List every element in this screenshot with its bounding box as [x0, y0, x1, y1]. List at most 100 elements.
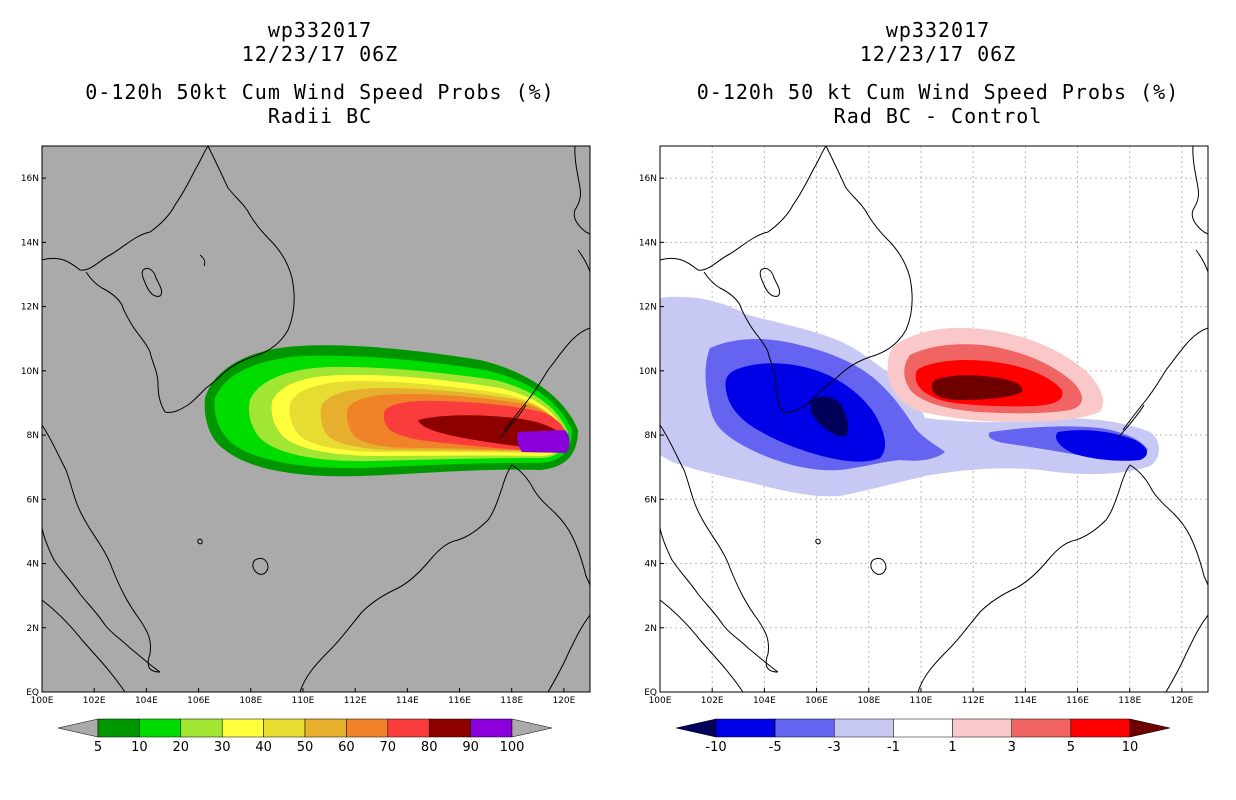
right-title-block: wp332017 12/23/17 06Z 0-120h 50 kt Cum W… [658, 18, 1218, 128]
coast-palawan-r [1122, 327, 1208, 431]
tonle-sap-lake-r [759, 267, 781, 297]
coast-palawan-2-r [1117, 404, 1145, 439]
left-probability-plume [204, 345, 578, 477]
coast-mindoro [577, 249, 590, 273]
coast-palawan [504, 327, 590, 431]
right-coastlines [660, 146, 1208, 692]
coast-borneo-east-r [1165, 614, 1208, 692]
right-colorbar: -10 -5 -3 -1 1 3 5 10 [675, 718, 1171, 755]
left-lon-label: 118E [500, 696, 523, 706]
right-colorbar-swatch [893, 718, 953, 738]
left-subtitle: Radii BC [267, 104, 373, 128]
right-map: 100E 102E 104E 106E 108E 110E 112E 114E 116E 118E… [639, 145, 1209, 706]
right-colorbar-under-triangle [675, 718, 717, 738]
left-colorbar-swatch [180, 718, 223, 738]
left-lat-label: 2N [27, 624, 39, 634]
right-map-gridlines [660, 146, 1208, 692]
left-colorbar-label: 60 [338, 740, 355, 755]
island-anambas-r [815, 538, 821, 545]
left-colorbar-swatch [97, 718, 140, 738]
right-colorbar-swatch [952, 718, 1012, 738]
left-lon-label: 112E [344, 696, 367, 706]
coast-borneo [299, 464, 590, 692]
left-lon-label: 120E [552, 696, 575, 706]
right-colorbar-swatch [774, 718, 835, 738]
right-lat-label: 10N [639, 367, 657, 377]
left-lon-label: 104E [135, 696, 158, 706]
right-colorbar-label: 5 [1067, 740, 1075, 755]
right-colorbar-swatch [715, 718, 776, 738]
left-colorbar-label: 20 [173, 740, 190, 755]
left-lon-label: 102E [83, 696, 106, 706]
tonle-sap-lake [141, 267, 163, 297]
left-colorbar-over-triangle [511, 718, 553, 738]
right-lon-label: 112E [962, 696, 985, 706]
left-colorbar-label: 70 [380, 740, 397, 755]
left-lon-label: 116E [448, 696, 471, 706]
right-colorbar-label: 10 [1122, 740, 1139, 755]
island-natuna-r [870, 557, 887, 575]
left-lon-label: 108E [239, 696, 262, 706]
coast-malay-peninsula [42, 424, 161, 673]
coast-borneo-r [917, 464, 1208, 692]
left-lat-label: 16N [21, 174, 39, 184]
left-datetime: 12/23/17 06Z [241, 42, 399, 66]
right-lon-label: 110E [910, 696, 933, 706]
right-colorbar-label: -3 [828, 740, 841, 755]
left-colorbar-label: 80 [421, 740, 438, 755]
left-lon-label: 114E [396, 696, 419, 706]
island-natuna [252, 557, 269, 575]
left-lat-label: 12N [21, 303, 39, 313]
right-lon-label: 118E [1118, 696, 1141, 706]
coast-luzon [573, 146, 590, 235]
left-lat-label: 14N [21, 238, 39, 248]
right-colorbar-label: -1 [887, 740, 900, 755]
left-lat-label: 4N [27, 560, 39, 570]
right-lon-label: 104E [753, 696, 776, 706]
left-lon-label: 106E [187, 696, 210, 706]
left-lon-label: 110E [292, 696, 315, 706]
coast-malay-peninsula-r [660, 424, 779, 673]
right-lon-label: 116E [1066, 696, 1089, 706]
left-colorbar-swatch [346, 718, 389, 738]
left-colorbar-label: 90 [462, 740, 479, 755]
right-lat-label: 14N [639, 238, 657, 248]
right-storm-id: wp332017 [885, 18, 991, 42]
left-lat-label: 8N [27, 431, 39, 441]
right-colorbar-over-triangle [1129, 718, 1171, 738]
left-colorbar-swatch [263, 718, 306, 738]
left-colorbar-swatch [470, 718, 513, 738]
left-storm-id: wp332017 [267, 18, 373, 42]
right-lat-label: 6N [645, 495, 657, 505]
coast-sumatra [42, 599, 126, 692]
left-lat-label: 10N [21, 367, 39, 377]
coast-indochina-r [660, 146, 913, 413]
left-axis-ticks: 100E 102E 104E 106E 108E 110E 112E 114E 116E 118E… [21, 174, 576, 706]
left-colorbar-label: 100 [500, 740, 525, 755]
right-subtitle: Rad BC - Control [833, 104, 1043, 128]
island-anambas [197, 538, 203, 545]
left-colorbar-swatch [304, 718, 347, 738]
left-map: 100E 102E 104E 106E 108E 110E 112E 114E 116E 118E… [21, 145, 591, 706]
right-lon-label: 120E [1170, 696, 1193, 706]
left-title-block: wp332017 12/23/17 06Z 0-120h 50kt Cum Wi… [40, 18, 600, 128]
right-datetime: 12/23/17 06Z [859, 42, 1017, 66]
left-colorbar-label: 5 [94, 740, 102, 755]
right-colorbar-label: -5 [769, 740, 782, 755]
left-lat-label: EQ [26, 688, 39, 698]
right-lon-label: 102E [701, 696, 724, 706]
coast-palawan-2 [499, 404, 527, 439]
right-lat-label: 16N [639, 174, 657, 184]
left-coastlines [42, 146, 590, 692]
right-lat-label: 12N [639, 303, 657, 313]
left-lat-label: 6N [27, 495, 39, 505]
right-lon-label: 114E [1014, 696, 1037, 706]
coast-indochina [42, 146, 295, 413]
left-colorbar-swatch [428, 718, 471, 738]
right-axis-ticks: 100E 102E 104E 106E 108E 110E 112E 114E 116E 118E… [639, 174, 1194, 706]
right-map-frame [659, 145, 1209, 693]
right-lon-label: 108E [857, 696, 880, 706]
left-colorbar-under-triangle [57, 718, 99, 738]
left-colorbar-label: 30 [214, 740, 231, 755]
